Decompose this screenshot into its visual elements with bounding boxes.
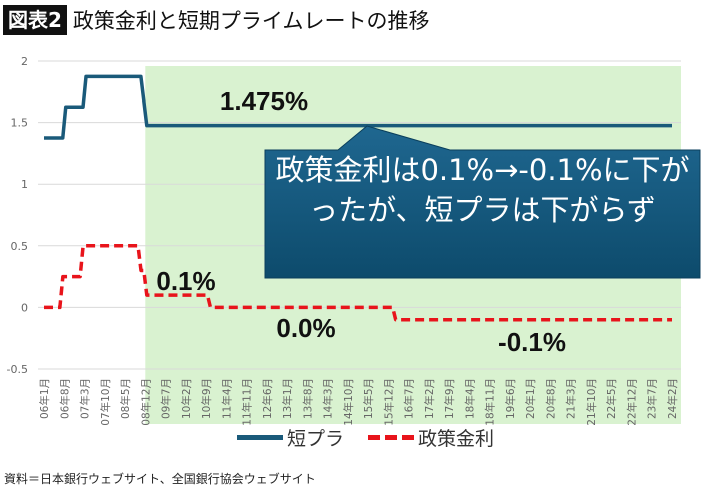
y-tick-label: 0.5	[11, 240, 29, 253]
source-note: 資料＝日本銀行ウェブサイト、全国銀行協会ウェブサイト	[4, 472, 316, 486]
data-label: -0.1%	[498, 327, 566, 357]
x-tick-label: 08年12月	[139, 378, 152, 426]
x-tick-label: 22年12月	[625, 378, 638, 426]
data-label: 0.0%	[276, 313, 335, 343]
x-tick-label: 17年9月	[443, 378, 456, 419]
x-tick-label: 21年10月	[585, 378, 598, 426]
x-tick-label: 16年7月	[403, 378, 416, 419]
legend-swatch-policy-rate	[368, 435, 415, 440]
x-tick-label: 07年3月	[79, 378, 92, 419]
y-tick-label: 2	[21, 55, 28, 68]
x-tick-label: 09年7月	[160, 378, 173, 419]
y-tick-label: 0	[21, 301, 28, 314]
y-tick-label: 1.5	[11, 117, 29, 130]
x-tick-label: 06年1月	[38, 378, 51, 419]
series-line-short-prime	[44, 74, 672, 140]
x-tick-label: 20年1月	[524, 378, 537, 419]
chart-header: 図表2 政策金利と短期プライムレートの推移	[3, 5, 430, 35]
x-tick-label: 10年2月	[180, 378, 193, 419]
legend-swatch-short-prime	[237, 435, 283, 440]
series-line-policy-rate	[44, 244, 672, 322]
x-tick-label: 14年10月	[342, 378, 355, 426]
legend-label-policy-rate: 政策金利	[418, 428, 495, 450]
x-tick-label: 11年11月	[241, 378, 254, 426]
x-tick-label: 13年1月	[281, 378, 294, 419]
x-tick-label: 18年11月	[484, 378, 497, 426]
data-label: 0.1%	[156, 266, 215, 296]
x-tick-label: 10年9月	[200, 378, 213, 419]
x-tick-label: 07年10月	[99, 378, 112, 426]
chart-title: 政策金利と短期プライムレートの推移	[72, 9, 430, 33]
x-tick-label: 18年4月	[463, 378, 476, 419]
x-tick-label: 20年8月	[544, 378, 557, 419]
data-label: 1.475%	[220, 86, 308, 116]
x-tick-label: 08年5月	[119, 378, 132, 419]
x-tick-label: 14年3月	[322, 378, 335, 419]
x-tick-label: 12年6月	[261, 378, 274, 419]
y-tick-label: 1	[21, 178, 28, 191]
legend: 短プラ 政策金利	[237, 424, 494, 451]
x-tick-label: 13年8月	[301, 378, 314, 419]
x-tick-label: 19年6月	[504, 378, 517, 419]
x-tick-label: 24年2月	[666, 378, 679, 419]
x-tick-label: 21年3月	[565, 378, 578, 419]
x-tick-label: 15年5月	[362, 378, 375, 419]
legend-label-short-prime: 短プラ	[287, 428, 345, 450]
x-tick-label: 06年8月	[58, 378, 71, 419]
callout-box	[264, 125, 701, 279]
x-tick-label: 17年2月	[423, 378, 436, 419]
y-tick-label: -0.5	[7, 363, 28, 376]
callout-text: 政策金利は0.1%→-0.1%に下がったが、短プラは下がらず	[275, 153, 690, 227]
x-tick-label: 11年4月	[220, 378, 233, 419]
figure-badge: 図表2	[3, 5, 67, 35]
x-tick-label: 22年5月	[605, 378, 618, 419]
x-tick-label: 23年7月	[646, 378, 659, 419]
x-tick-label: 15年12月	[382, 378, 395, 426]
